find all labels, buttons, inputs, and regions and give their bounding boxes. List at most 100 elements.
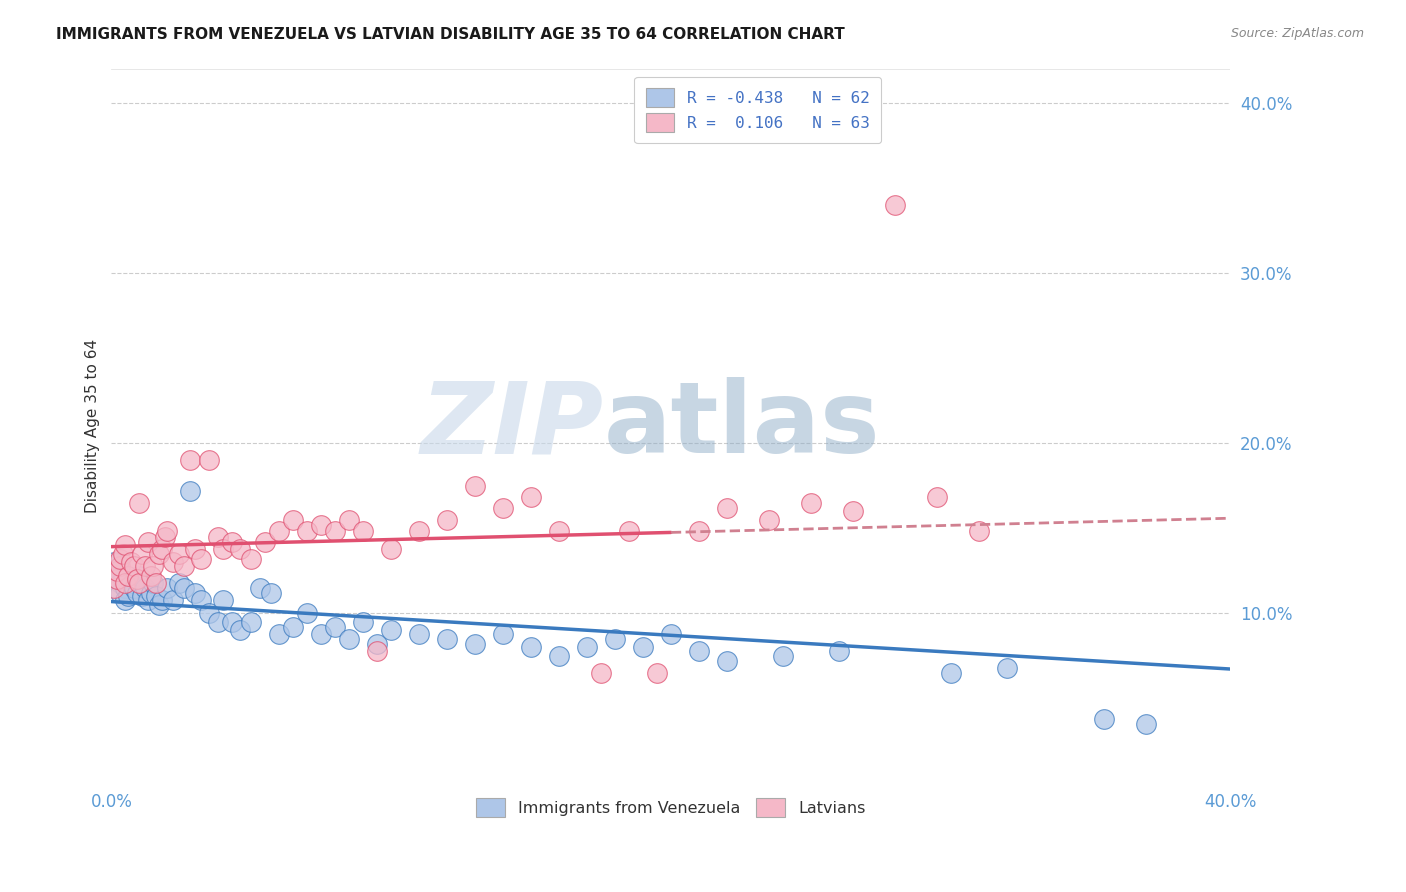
Point: [408, 524, 430, 539]
Point: [120, 575, 142, 590]
Point: [841, 504, 863, 518]
Legend: Immigrants from Venezuela, Latvians: Immigrants from Venezuela, Latvians: [468, 790, 873, 825]
Point: [254, 534, 277, 549]
Point: [190, 592, 212, 607]
Point: [122, 581, 145, 595]
Point: [229, 624, 252, 638]
Point: [125, 572, 148, 586]
Point: [323, 620, 346, 634]
Point: [492, 626, 515, 640]
Point: [142, 558, 165, 573]
Point: [131, 589, 153, 603]
Point: [142, 575, 165, 590]
Point: [198, 453, 221, 467]
Point: [117, 568, 139, 582]
Point: [436, 632, 458, 646]
Point: [134, 558, 156, 573]
Point: [108, 586, 131, 600]
Point: [173, 558, 195, 573]
Point: [548, 524, 571, 539]
Point: [260, 586, 283, 600]
Text: IMMIGRANTS FROM VENEZUELA VS LATVIAN DISABILITY AGE 35 TO 64 CORRELATION CHART: IMMIGRANTS FROM VENEZUELA VS LATVIAN DIS…: [56, 27, 845, 42]
Point: [772, 648, 794, 663]
Point: [283, 512, 305, 526]
Point: [114, 581, 136, 595]
Point: [297, 524, 319, 539]
Point: [128, 575, 150, 590]
Point: [136, 534, 159, 549]
Point: [631, 640, 654, 655]
Point: [122, 558, 145, 573]
Point: [520, 640, 543, 655]
Point: [1135, 716, 1157, 731]
Point: [105, 572, 128, 586]
Point: [114, 575, 136, 590]
Point: [221, 534, 243, 549]
Point: [184, 586, 207, 600]
Point: [190, 551, 212, 566]
Point: [925, 491, 948, 505]
Point: [221, 615, 243, 629]
Point: [352, 524, 374, 539]
Point: [108, 558, 131, 573]
Point: [548, 648, 571, 663]
Point: [352, 615, 374, 629]
Point: [229, 541, 252, 556]
Point: [114, 592, 136, 607]
Point: [120, 555, 142, 569]
Point: [269, 524, 291, 539]
Point: [492, 500, 515, 515]
Point: [688, 524, 710, 539]
Point: [103, 581, 125, 595]
Point: [114, 538, 136, 552]
Point: [167, 547, 190, 561]
Point: [366, 637, 388, 651]
Point: [162, 555, 184, 569]
Point: [1094, 712, 1116, 726]
Point: [995, 660, 1018, 674]
Point: [309, 517, 332, 532]
Point: [688, 643, 710, 657]
Point: [603, 632, 626, 646]
Point: [617, 524, 640, 539]
Point: [967, 524, 990, 539]
Point: [249, 581, 271, 595]
Point: [323, 524, 346, 539]
Point: [150, 541, 173, 556]
Point: [148, 547, 170, 561]
Point: [156, 524, 179, 539]
Point: [167, 575, 190, 590]
Point: [380, 541, 402, 556]
Point: [184, 541, 207, 556]
Point: [939, 665, 962, 680]
Point: [108, 551, 131, 566]
Point: [212, 592, 235, 607]
Y-axis label: Disability Age 35 to 64: Disability Age 35 to 64: [86, 339, 100, 513]
Point: [408, 626, 430, 640]
Point: [207, 530, 229, 544]
Point: [464, 637, 486, 651]
Point: [464, 478, 486, 492]
Point: [153, 530, 176, 544]
Point: [212, 541, 235, 556]
Point: [645, 665, 668, 680]
Point: [309, 626, 332, 640]
Text: atlas: atlas: [603, 377, 880, 475]
Point: [150, 592, 173, 607]
Point: [716, 654, 738, 668]
Point: [162, 592, 184, 607]
Point: [145, 589, 167, 603]
Point: [883, 197, 905, 211]
Point: [131, 547, 153, 561]
Point: [103, 555, 125, 569]
Point: [105, 564, 128, 578]
Point: [758, 512, 780, 526]
Point: [520, 491, 543, 505]
Point: [436, 512, 458, 526]
Point: [173, 581, 195, 595]
Point: [136, 592, 159, 607]
Point: [125, 586, 148, 600]
Point: [179, 483, 201, 498]
Point: [207, 615, 229, 629]
Point: [117, 589, 139, 603]
